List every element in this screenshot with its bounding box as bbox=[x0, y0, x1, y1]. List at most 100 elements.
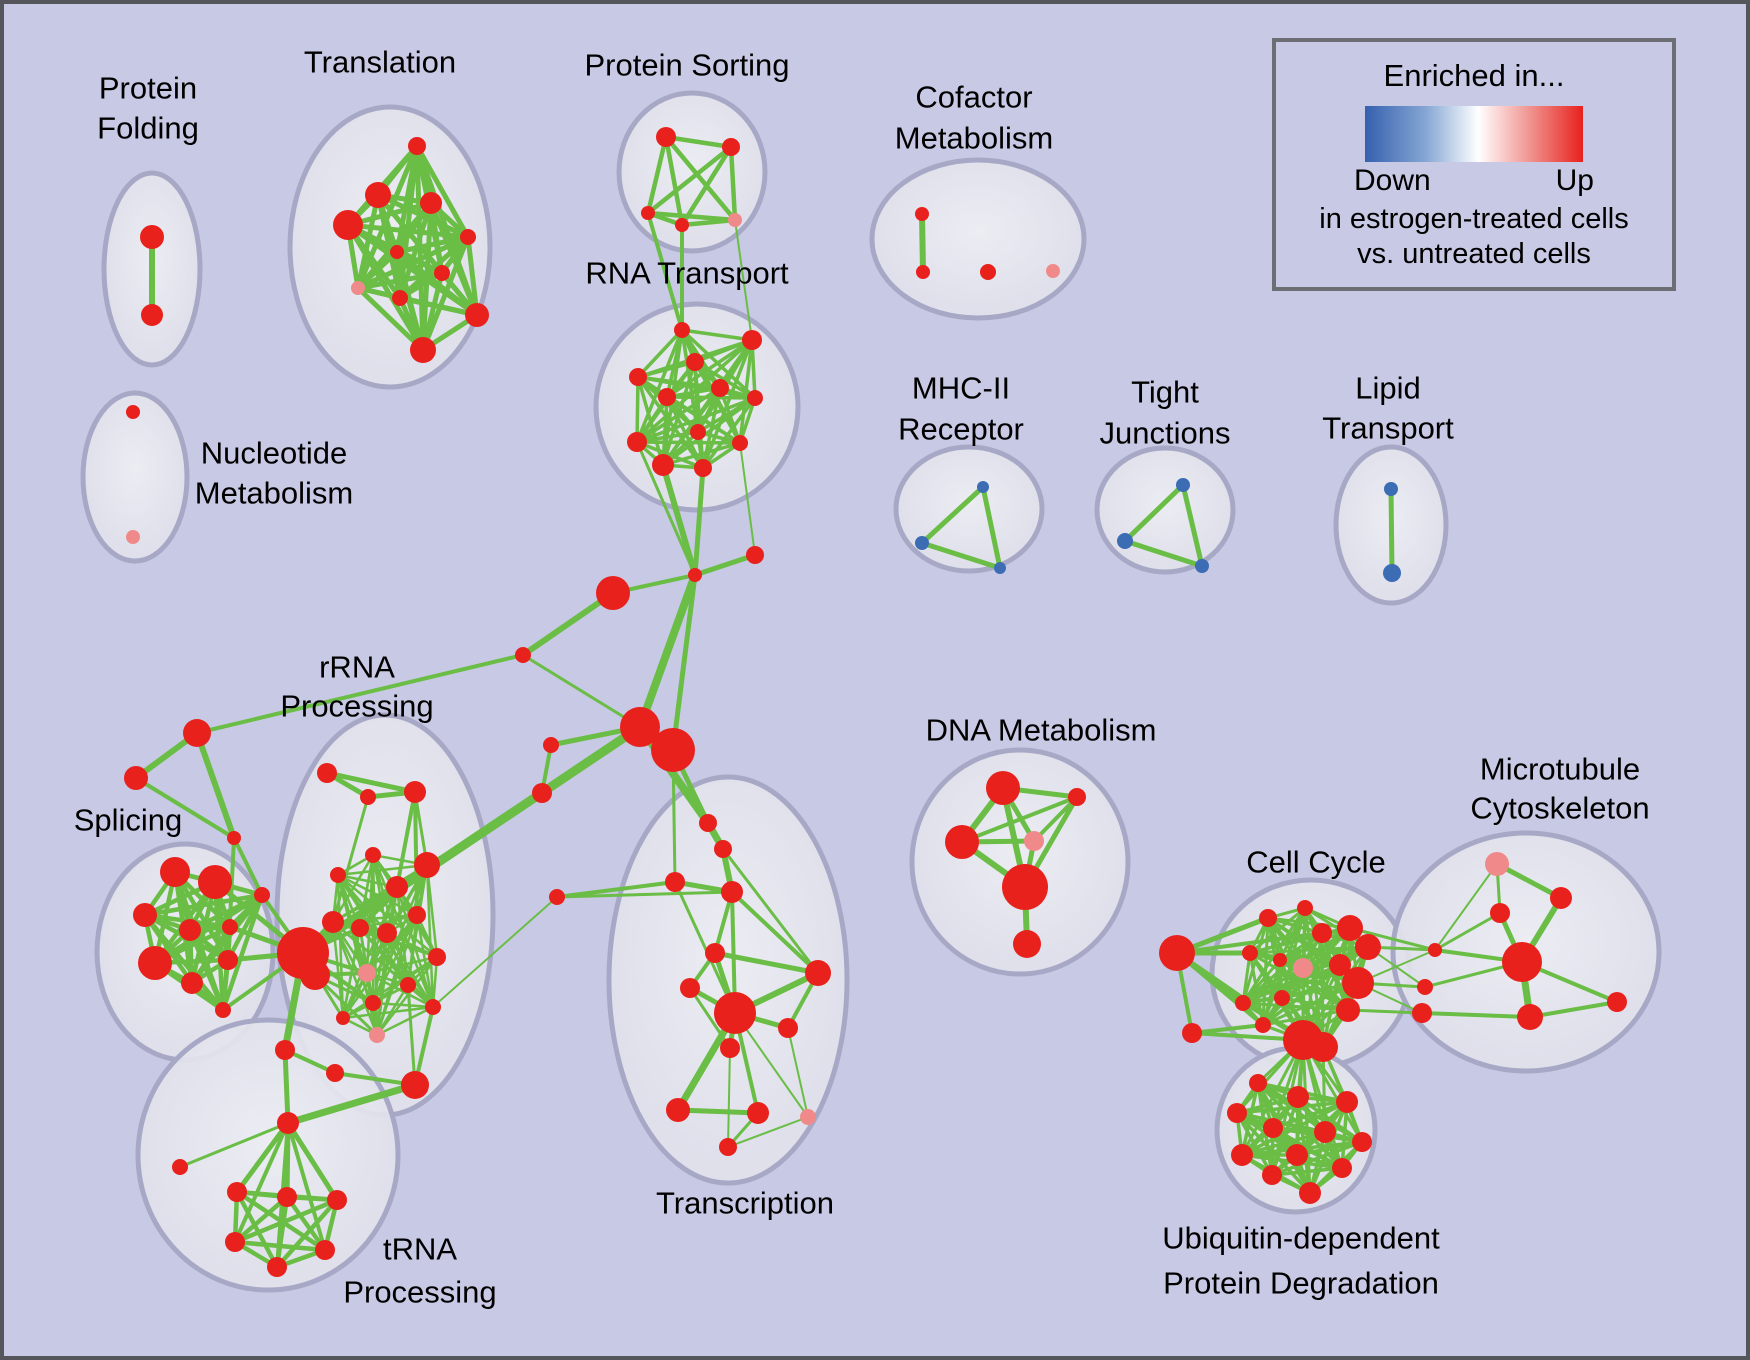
network-edge bbox=[701, 396, 757, 470]
gene-set-node-rrt-2 bbox=[404, 781, 426, 803]
network-edge bbox=[1434, 911, 1501, 952]
gene-set-node-tl-3 bbox=[333, 210, 363, 240]
gene-set-node-tl-2 bbox=[420, 192, 442, 214]
gene-set-node-rt-8 bbox=[627, 432, 647, 452]
network-edge bbox=[226, 837, 236, 961]
network-edge bbox=[646, 212, 684, 331]
legend-down-label: Down bbox=[1354, 164, 1431, 197]
legend-up-label: Up bbox=[1555, 164, 1594, 197]
network-edge bbox=[663, 136, 685, 226]
legend-scale: Down Up bbox=[1354, 164, 1594, 198]
network-edge bbox=[522, 653, 641, 729]
gene-set-node-tl-7 bbox=[351, 281, 365, 295]
cluster-label-line: RNA Transport bbox=[585, 256, 789, 291]
cluster-label-line: Protein Degradation bbox=[1163, 1266, 1439, 1301]
network-edge bbox=[144, 892, 263, 918]
gene-set-node-ub-2 bbox=[1336, 1091, 1358, 1113]
network-edge bbox=[234, 1121, 291, 1194]
gene-set-node-tx-3 bbox=[721, 881, 743, 903]
gene-set-node-hub-1 bbox=[300, 960, 330, 990]
gene-set-node-rt-1 bbox=[742, 330, 762, 350]
network-edge bbox=[636, 430, 699, 444]
cluster-label-line: Junctions bbox=[1100, 416, 1231, 451]
gene-set-node-tk-5 bbox=[315, 1240, 335, 1260]
legend-caption-line1: in estrogen-treated cells bbox=[1319, 203, 1629, 235]
gene-set-node-tri-2 bbox=[227, 831, 241, 845]
network-edge bbox=[194, 732, 237, 839]
gene-set-node-rt-10 bbox=[652, 454, 674, 476]
network-edge bbox=[1242, 1001, 1349, 1012]
gene-set-node-lp-0 bbox=[1384, 482, 1398, 496]
cluster-label-line: Nucleotide bbox=[201, 436, 347, 471]
gene-set-node-ccx-3 bbox=[1159, 935, 1195, 971]
gene-set-node-tq-2 bbox=[401, 1071, 429, 1099]
cluster-label-cofactor-metabolism: Cofactor Metabolism bbox=[895, 80, 1054, 156]
gene-set-node-tl-9 bbox=[465, 303, 489, 327]
gene-set-node-rr-10 bbox=[400, 977, 416, 993]
network-edge bbox=[635, 376, 640, 443]
network-edge bbox=[1301, 1039, 1344, 1169]
gene-set-node-dm-4 bbox=[1002, 864, 1048, 910]
network-edge bbox=[234, 1197, 338, 1245]
network-edge bbox=[1180, 484, 1205, 567]
gene-set-node-cc-7 bbox=[1293, 958, 1313, 978]
gene-set-node-tk-4 bbox=[267, 1257, 287, 1277]
network-edge bbox=[235, 1190, 279, 1269]
gene-set-node-rt-11 bbox=[694, 459, 712, 477]
network-edge bbox=[635, 329, 684, 443]
cluster-label-line: Receptor bbox=[898, 412, 1024, 447]
gene-set-node-tx-9 bbox=[720, 1038, 740, 1058]
network-edge bbox=[662, 441, 741, 467]
gene-set-node-cc-12 bbox=[1255, 1017, 1271, 1033]
cluster-label-protein-sorting: Protein Sorting bbox=[584, 48, 789, 83]
network-edge bbox=[646, 145, 733, 215]
gene-set-node-ps-0 bbox=[656, 127, 676, 147]
network-edge bbox=[1249, 906, 1306, 955]
gene-set-node-sp-4 bbox=[222, 919, 238, 935]
network-edge bbox=[406, 984, 417, 1086]
gene-set-node-rr-12 bbox=[336, 1011, 350, 1025]
cluster-label-rrna-processing: rRNA Processing bbox=[280, 650, 433, 724]
network-edge bbox=[232, 837, 264, 896]
gene-set-node-sp-1 bbox=[198, 865, 232, 899]
gene-set-node-dm-5 bbox=[1013, 930, 1041, 958]
cluster-label-trna-processing: tRNA Processing bbox=[343, 1232, 496, 1310]
network-edge bbox=[1241, 952, 1252, 1004]
network-edge bbox=[1301, 1039, 1312, 1194]
network-edge bbox=[1123, 483, 1185, 543]
gene-set-node-ccx-0 bbox=[1428, 943, 1442, 957]
network-edge bbox=[664, 135, 737, 222]
gene-set-node-tx-13 bbox=[719, 1138, 737, 1156]
cluster-label-protein-folding: Protein Folding bbox=[97, 71, 199, 146]
gene-set-node-pf-1 bbox=[141, 304, 163, 326]
network-edge bbox=[359, 913, 418, 930]
gene-set-node-dm-3 bbox=[1024, 831, 1044, 851]
gene-set-node-tx-0 bbox=[699, 814, 717, 832]
node-layer bbox=[124, 127, 1627, 1277]
network-edge bbox=[680, 145, 733, 227]
cluster-label-transcription: Transcription bbox=[656, 1186, 834, 1221]
cluster-label-line: Folding bbox=[97, 111, 199, 146]
network-edge bbox=[1191, 1023, 1264, 1035]
cluster-label-line: Cofactor bbox=[915, 80, 1032, 115]
network-edge bbox=[694, 360, 756, 400]
gene-set-node-hub-3 bbox=[651, 728, 695, 772]
gene-set-node-tx-1 bbox=[714, 840, 732, 858]
network-edge bbox=[1388, 488, 1395, 574]
gene-set-node-bx-0 bbox=[515, 647, 531, 663]
network-edge bbox=[636, 573, 699, 729]
network-edge bbox=[721, 848, 820, 974]
network-edge bbox=[734, 219, 753, 341]
network-edge bbox=[357, 270, 443, 291]
gene-set-node-cc-11 bbox=[1274, 990, 1290, 1006]
gene-set-node-rt-4 bbox=[658, 388, 676, 406]
gene-set-node-ub-4 bbox=[1263, 1118, 1283, 1138]
network-edge bbox=[331, 854, 375, 923]
gene-set-node-cc-4 bbox=[1355, 934, 1381, 960]
gene-set-node-sp-5 bbox=[254, 887, 270, 903]
network-edge bbox=[196, 653, 524, 735]
gene-set-node-tx-7 bbox=[714, 992, 756, 1034]
cluster-label-line: Microtubule bbox=[1480, 752, 1640, 787]
gene-set-node-tl-4 bbox=[460, 229, 476, 245]
gene-set-node-ub-6 bbox=[1352, 1132, 1372, 1152]
